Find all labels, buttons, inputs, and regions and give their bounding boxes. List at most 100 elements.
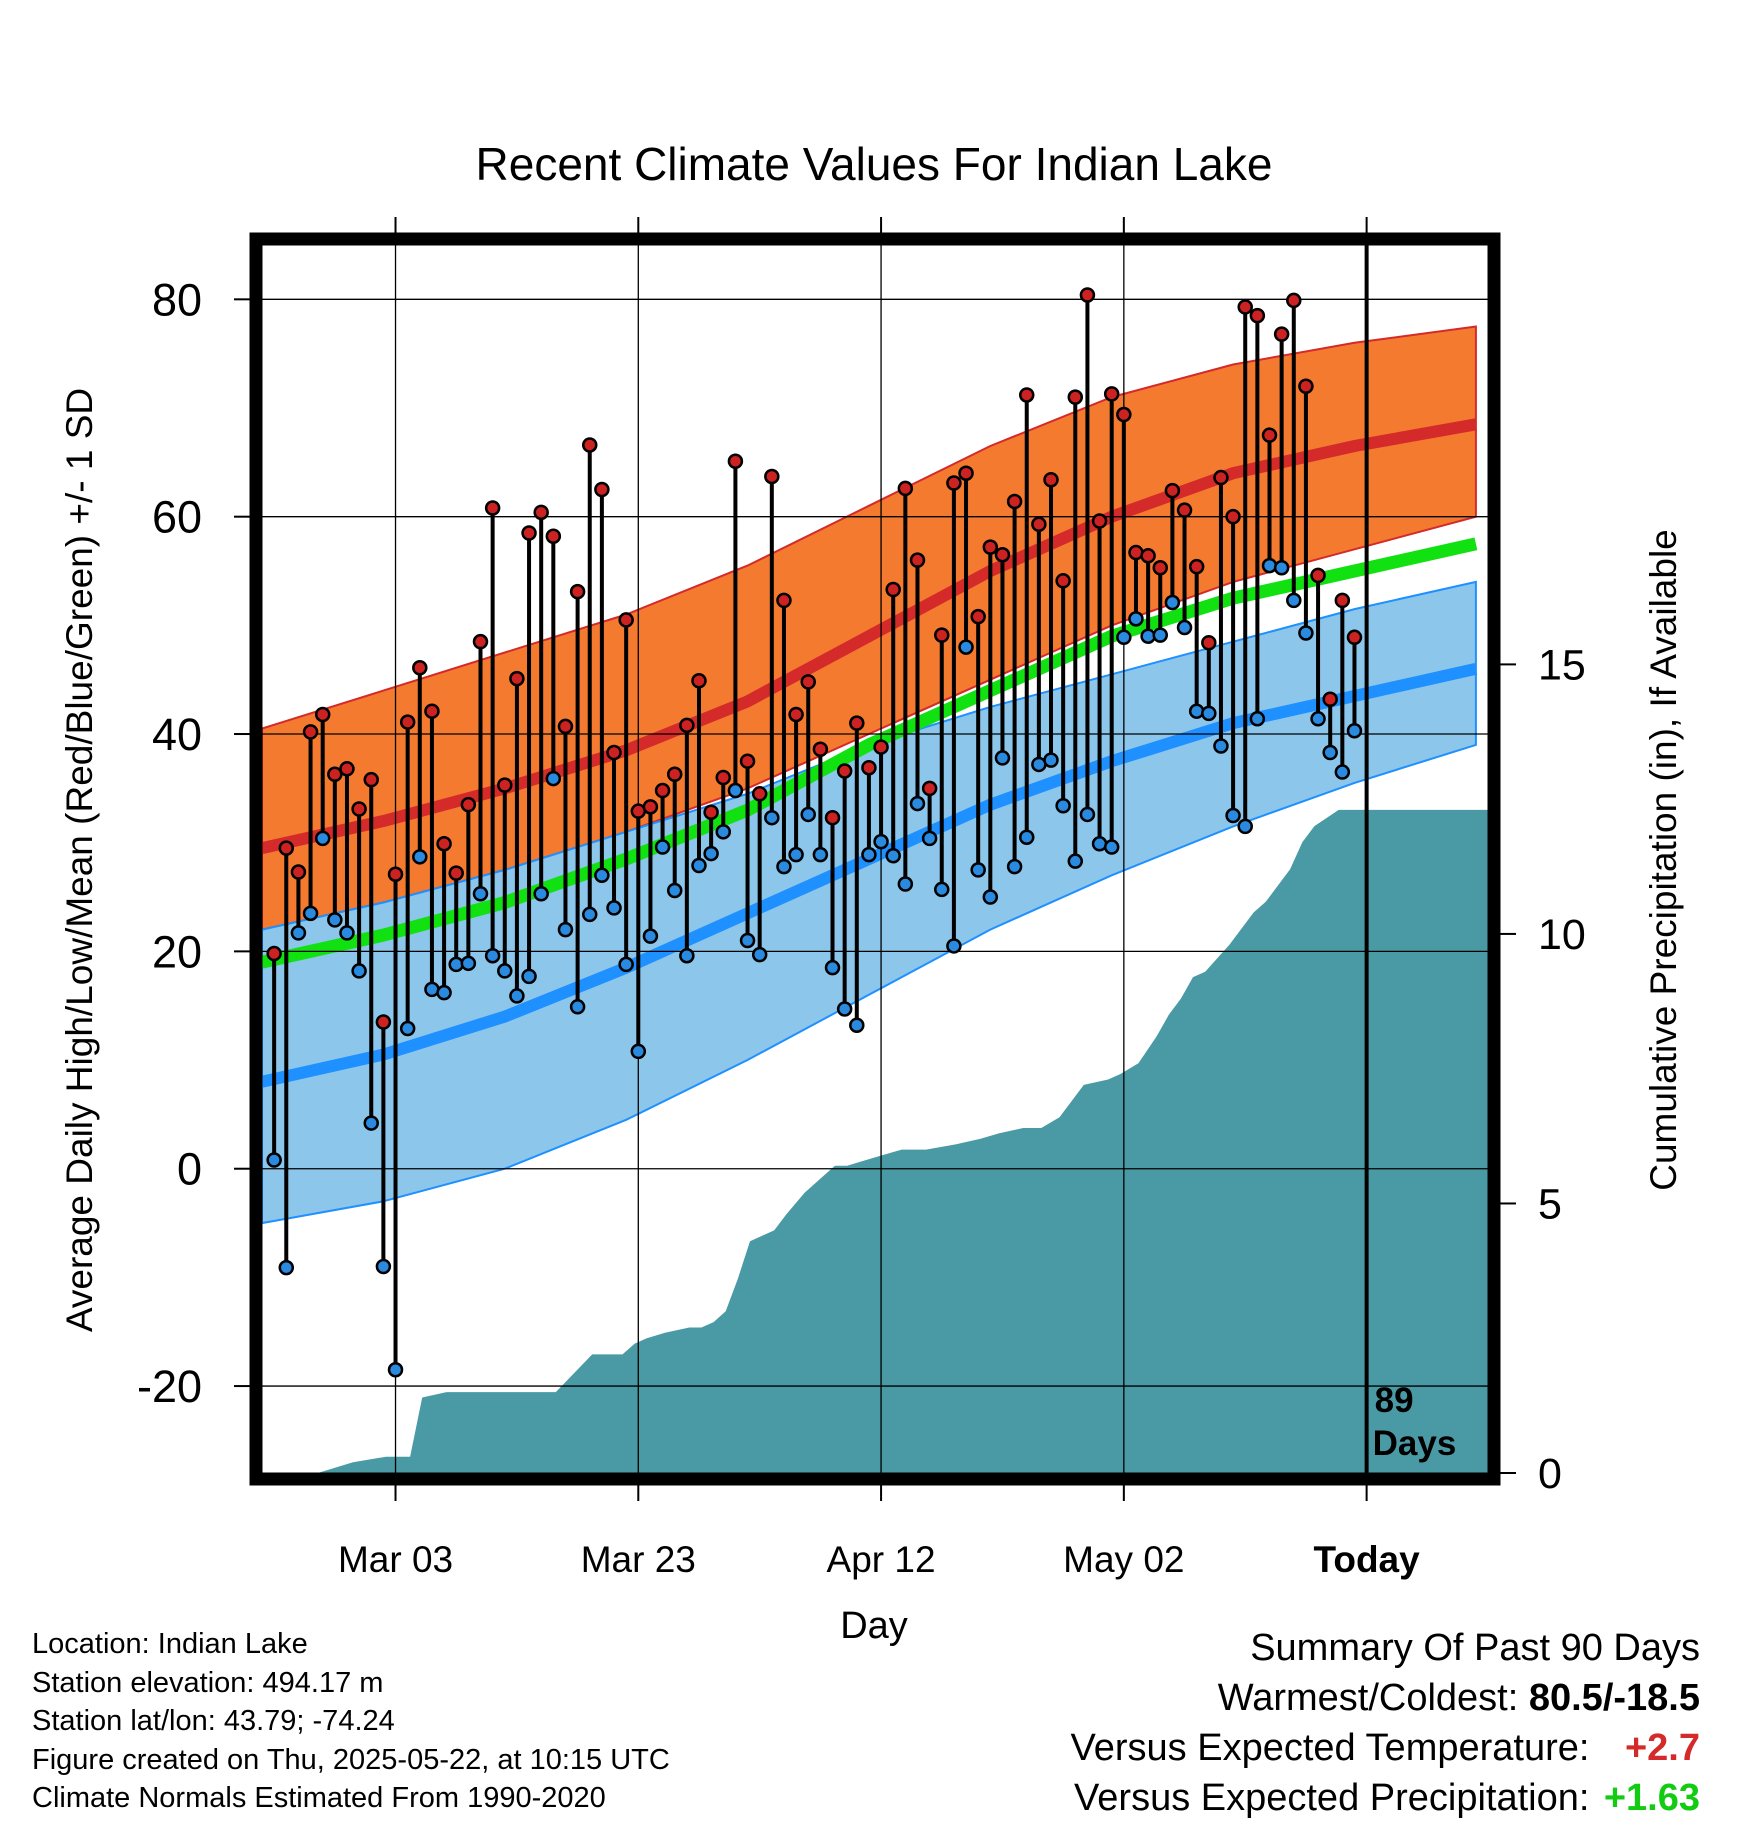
daily-high-point [885, 581, 901, 598]
daily-low-point [581, 906, 598, 923]
daily-low-point [1116, 629, 1132, 646]
y2-axis-label: Cumulative Precipitation (in), If Availa… [1643, 529, 1684, 1191]
daily-low-point [339, 925, 355, 941]
x-tick-label: May 02 [1063, 1539, 1184, 1580]
daily-high-point [666, 766, 683, 782]
daily-low-point [909, 795, 926, 812]
created-text: Figure created on Thu, 2025-05-22, at 10… [32, 1743, 670, 1776]
daily-low-point [594, 867, 610, 884]
daily-low-point [460, 955, 477, 972]
daily-high-point [739, 753, 756, 769]
daily-high-point [1237, 299, 1253, 315]
daily-high-point [1225, 508, 1241, 525]
plot-border [249, 232, 1501, 1486]
daily-high-point [1188, 558, 1205, 575]
daily-low-point [1018, 829, 1035, 846]
daily-high-point [1213, 469, 1229, 486]
days-unit-label: Days [1373, 1424, 1457, 1463]
warmest-coldest-label: Warmest/Coldest: [1217, 1677, 1519, 1719]
temp-departure-label: Versus Expected Temperature: [1070, 1727, 1590, 1769]
daily-high-point [836, 763, 853, 779]
daily-low-point [327, 912, 343, 928]
daily-high-point [1152, 560, 1169, 576]
y2-tick-label: 15 [1538, 641, 1586, 689]
daily-high-point [1298, 378, 1314, 395]
y-tick-label: 40 [152, 709, 202, 760]
y-tick-label: 0 [177, 1144, 202, 1195]
daily-low-point [1310, 711, 1326, 727]
normal-mean-line [262, 537, 1478, 969]
precip-departure-value: +1.63 [1603, 1777, 1700, 1819]
daily-high-point [1043, 471, 1059, 488]
daily-low-point [1334, 764, 1351, 780]
x-tick-label: Apr 12 [827, 1539, 936, 1580]
daily-low-point [812, 846, 829, 863]
daily-low-point [1225, 807, 1241, 824]
daily-high-point [351, 801, 367, 817]
daily-high-point [897, 480, 914, 497]
daily-high-point [703, 804, 719, 821]
daily-low-point [606, 900, 622, 916]
x-tick-label: Mar 23 [581, 1539, 696, 1580]
daily-high-point [1018, 387, 1035, 403]
daily-low-point [1067, 853, 1084, 869]
daily-observations-layer [266, 287, 1363, 1378]
daily-low-point [1128, 611, 1144, 627]
summary-warmest-coldest: Warmest/Coldest: 80.5/-18.5 [1071, 1673, 1700, 1723]
daily-low-point [363, 1115, 379, 1131]
daily-high-point [448, 865, 464, 881]
daily-low-point [314, 830, 331, 847]
daily-high-point [302, 724, 319, 740]
daily-high-point [497, 777, 513, 793]
latlon-text: Station lat/lon: 43.79; -74.24 [32, 1705, 395, 1737]
daily-high-point [1176, 502, 1193, 518]
daily-low-point [897, 876, 914, 892]
daily-low-point [399, 1020, 416, 1037]
daily-low-point [715, 824, 732, 840]
daily-low-point [302, 905, 319, 922]
station-info: Location: Indian Lake Station elevation:… [32, 1625, 670, 1818]
daily-high-point [727, 453, 744, 470]
daily-high-point [460, 796, 477, 813]
daily-low-point [788, 846, 804, 863]
daily-low-point [375, 1258, 392, 1275]
summary-temperature: Versus Expected Temperature: +2.7 [1071, 1723, 1700, 1773]
daily-low-point [994, 750, 1011, 766]
daily-high-point [691, 673, 707, 689]
location-text: Location: Indian Lake [32, 1628, 308, 1660]
daily-high-point [1079, 287, 1096, 303]
daily-low-point [666, 882, 683, 899]
daily-low-point [1237, 818, 1253, 835]
daily-high-point [1091, 513, 1108, 529]
daily-low-point [642, 928, 659, 944]
daily-high-point [873, 739, 889, 755]
daily-low-point [266, 1152, 282, 1168]
daily-low-point [436, 984, 452, 1001]
daily-high-point [861, 759, 877, 776]
daily-low-point [691, 857, 707, 874]
daily-high-point [436, 836, 452, 852]
today-layer: 89 Days [1364, 245, 1457, 1473]
daily-low-point [557, 921, 574, 938]
y-axis-label: Average Daily High/Low/Mean (Red/Blue/Gr… [59, 388, 100, 1332]
daily-high-point [618, 612, 634, 628]
daily-high-point [642, 799, 659, 815]
daily-low-point [509, 988, 525, 1004]
daily-low-point [849, 1017, 865, 1034]
daily-low-point [484, 947, 501, 964]
daily-high-point [1031, 516, 1047, 533]
chart-title: Recent Climate Values For Indian Lake [476, 138, 1273, 190]
daily-high-point [1322, 691, 1338, 708]
daily-low-point [921, 830, 938, 847]
daily-low-point [521, 968, 537, 985]
daily-high-point [764, 468, 780, 485]
daily-low-point [970, 862, 986, 878]
y2-tick-label: 0 [1538, 1450, 1562, 1498]
daily-high-point [509, 670, 525, 687]
daily-high-point [1201, 634, 1217, 651]
summary-panel: Summary Of Past 90 Days Warmest/Coldest:… [1071, 1623, 1700, 1823]
daily-low-point [800, 806, 816, 823]
daily-low-point [290, 925, 307, 941]
daily-low-point [1188, 703, 1205, 719]
daily-low-point [497, 963, 513, 979]
